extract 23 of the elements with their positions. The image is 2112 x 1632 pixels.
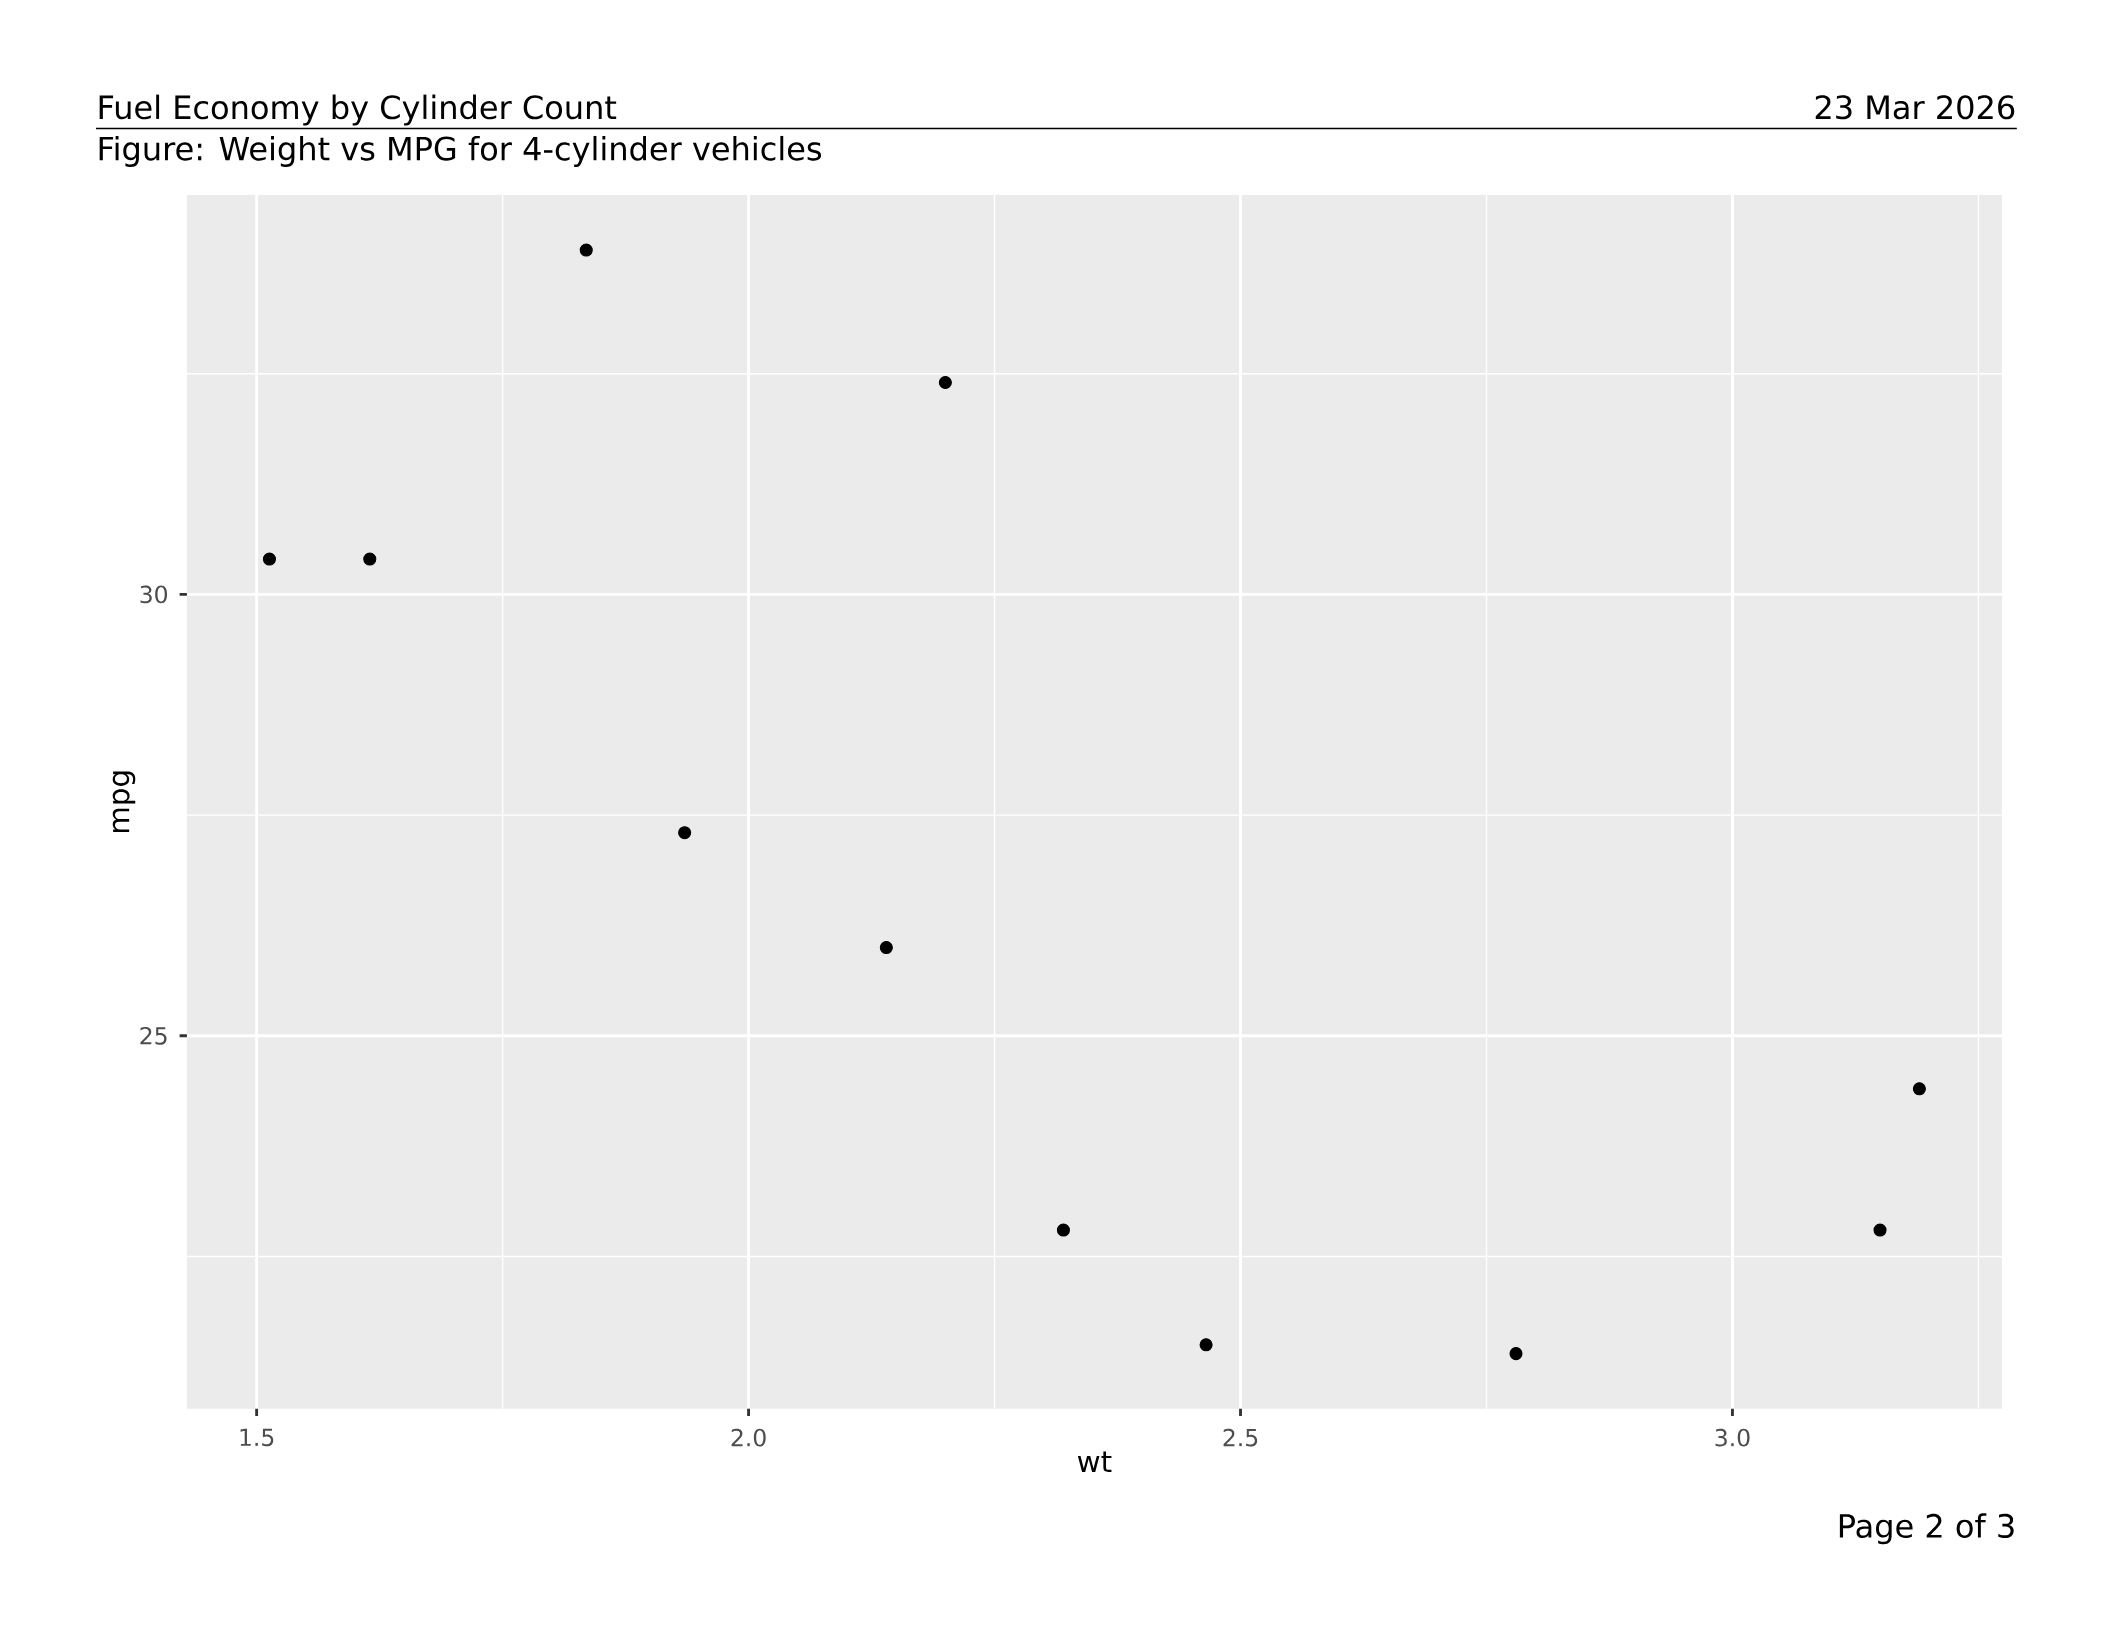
point [678, 826, 692, 840]
point [1509, 1347, 1523, 1361]
y-tick-label: 25 [140, 1026, 167, 1045]
x-tick-label: 1.5 [240, 1428, 274, 1447]
x-axis-title: wt [1077, 1451, 1112, 1472]
text: 23 Mar 2026 [1815, 95, 2015, 120]
x-tick-label: 3.0 [1715, 1428, 1750, 1447]
point [262, 552, 276, 566]
point [938, 375, 952, 390]
y-axis-title: mpg [112, 771, 136, 833]
point [1199, 1338, 1213, 1352]
x-tick-label: 2.5 [1223, 1428, 1258, 1447]
y-tick-label: 30 [140, 585, 168, 604]
point [879, 940, 893, 955]
point [1056, 1223, 1070, 1237]
x-tick-label: 2.0 [731, 1428, 766, 1447]
point [579, 243, 593, 257]
chart-title: Fuel Economy by Cylinder Count [99, 94, 617, 126]
text: Page 2 of 3 [1839, 1513, 2014, 1545]
point [1912, 1082, 1926, 1096]
point [363, 552, 377, 566]
point [1873, 1223, 1887, 1237]
chart-subtitle: Figure: Weight vs MPG for 4-cylinder vehicles [99, 135, 822, 167]
